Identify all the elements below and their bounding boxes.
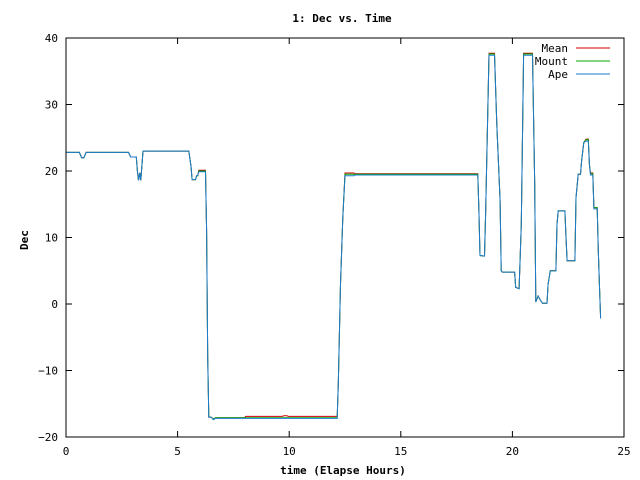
x-axis-ticks: 0 5 10 15 20 25 [63,38,631,458]
y-tick-label: 40 [45,32,58,45]
x-tick-label: 0 [63,445,70,458]
x-tick-label: 20 [506,445,519,458]
plot-lines [66,52,602,421]
y-tick-label: −10 [38,365,58,378]
legend-label: Mean [542,42,569,55]
x-axis-label: time (Elapse Hours) [280,464,406,477]
series-line-ape [66,54,602,421]
y-tick-label: −20 [38,431,58,444]
legend-label: Ape [548,68,568,81]
plot-frame [65,37,625,438]
y-axis-ticks: −20 −10 0 10 20 30 40 [38,32,624,444]
y-tick-label: 30 [45,99,58,112]
x-tick-label: 25 [617,445,630,458]
legend-label: Mount [535,55,568,68]
y-tick-label: 20 [45,165,58,178]
x-tick-label: 10 [283,445,296,458]
y-tick-label: 10 [45,232,58,245]
y-tick-label: 0 [51,298,58,311]
x-tick-label: 5 [174,445,181,458]
chart-title: 1: Dec vs. Time [292,12,392,25]
x-tick-label: 15 [394,445,407,458]
y-axis-label: Dec [18,230,31,250]
